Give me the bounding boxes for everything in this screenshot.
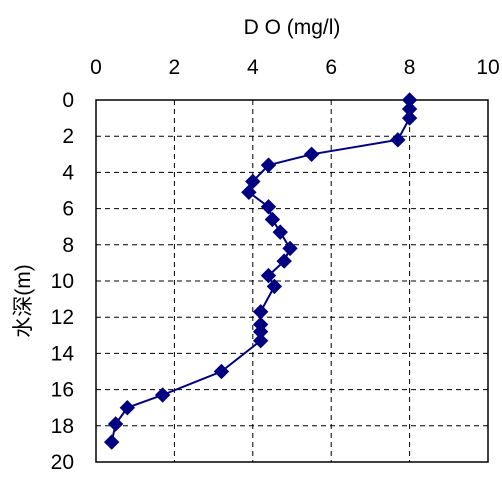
data-point-marker (119, 399, 136, 416)
y-tick-label: 12 (51, 306, 74, 329)
data-point-marker (282, 240, 298, 257)
data-point-marker (241, 184, 257, 201)
y-tick-labels: 0 2 4 6 8 10 12 14 16 18 20 (51, 89, 75, 474)
x-tick-label: 4 (247, 56, 259, 79)
data-point-marker (401, 110, 418, 126)
y-tick-label: 10 (51, 270, 74, 293)
data-point-marker (264, 211, 281, 228)
y-tick-label: 4 (62, 161, 74, 184)
y-axis-label: 水深(m) (12, 264, 35, 337)
data-point-marker (103, 434, 120, 450)
series-line (110, 100, 411, 443)
x-tick-label: 6 (325, 56, 337, 79)
data-point-marker (213, 363, 230, 380)
data-point-marker (390, 132, 406, 148)
y-tick-label: 18 (51, 415, 74, 438)
y-tick-label: 20 (51, 451, 74, 474)
y-tick-label: 6 (62, 198, 74, 221)
x-axis-label: D O (mg/l) (244, 16, 341, 39)
x-tick-labels: 0 2 4 6 8 10 (90, 56, 500, 79)
series-markers (103, 92, 418, 450)
y-tick-label: 16 (51, 379, 74, 402)
y-tick-label: 14 (51, 342, 75, 365)
data-point-marker (252, 333, 269, 349)
x-tick-label: 0 (90, 56, 102, 79)
y-tick-label: 8 (62, 234, 74, 257)
data-point-marker (276, 253, 292, 269)
data-point-marker (252, 304, 269, 320)
data-point-marker (260, 267, 277, 284)
data-point-marker (107, 416, 124, 432)
x-tick-label: 8 (404, 56, 416, 79)
data-point-marker (154, 387, 171, 403)
data-point-marker (303, 146, 320, 163)
x-tick-label: 10 (476, 56, 499, 79)
y-tick-label: 0 (62, 89, 74, 112)
x-tick-label: 2 (169, 56, 181, 79)
gridlines (96, 100, 488, 462)
data-point-marker (245, 173, 261, 190)
data-point-marker (260, 199, 277, 215)
data-point-marker (266, 278, 283, 295)
data-point-marker (272, 224, 288, 240)
data-point-marker (260, 157, 277, 173)
y-tick-label: 2 (62, 125, 74, 148)
plot-area-border (95, 99, 489, 463)
